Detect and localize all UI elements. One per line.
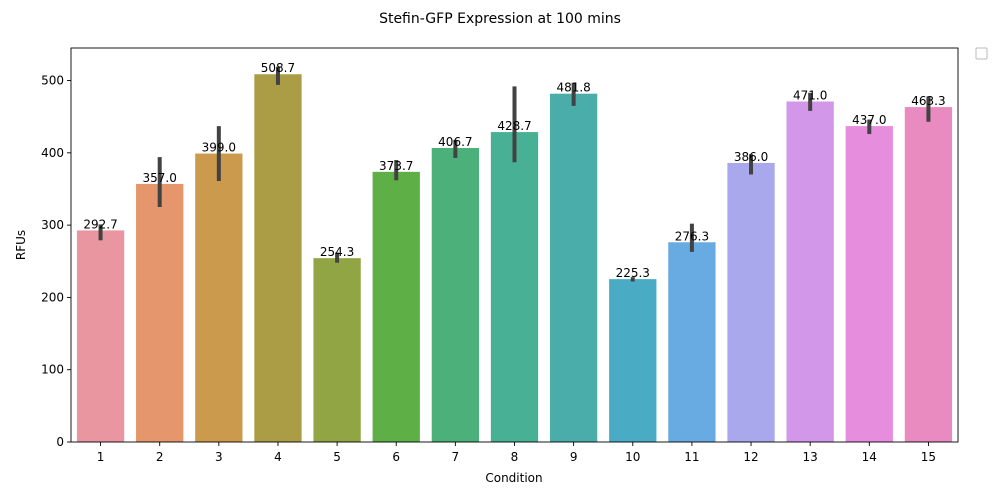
bar — [195, 153, 243, 442]
bar-value-label: 292.7 — [83, 217, 117, 231]
bar — [786, 101, 834, 442]
plot-area: 0 100 200 300 400 500 292.7 1 357.0 2 399.0 3 508.7 4… — [41, 61, 953, 464]
bar-value-label: 386.0 — [734, 150, 768, 164]
bar — [904, 107, 953, 443]
x-tick-label: 8 — [511, 450, 519, 464]
y-tick-label: 200 — [41, 290, 64, 304]
bar-value-label: 508.7 — [261, 61, 295, 75]
bar-value-label: 406.7 — [438, 135, 472, 149]
y-tick-label: 400 — [41, 146, 64, 160]
y-tick-label: 0 — [56, 435, 64, 449]
x-tick-label: 1 — [97, 450, 105, 464]
x-axis-label: Condition — [485, 471, 542, 485]
x-tick-label: 2 — [156, 450, 164, 464]
bar-value-label: 254.3 — [320, 245, 354, 259]
bar-value-label: 471.0 — [793, 88, 827, 102]
x-tick-label: 12 — [743, 450, 758, 464]
y-axis-label: RFUs — [14, 230, 28, 260]
x-tick-label: 7 — [452, 450, 460, 464]
y-tick-label: 500 — [41, 74, 64, 88]
x-tick-label: 10 — [625, 450, 640, 464]
bar-value-label: 481.8 — [556, 81, 590, 95]
x-tick-label: 15 — [921, 450, 936, 464]
bar-value-label: 357.0 — [143, 171, 177, 185]
bar-value-label: 399.0 — [202, 141, 236, 155]
x-tick-label: 6 — [392, 450, 400, 464]
bar-value-label: 225.3 — [616, 266, 650, 280]
x-tick-label: 4 — [274, 450, 282, 464]
axes-frame — [70, 47, 959, 443]
bar — [549, 93, 598, 442]
x-tick-label: 13 — [803, 450, 818, 464]
bar — [254, 74, 302, 443]
bar — [313, 258, 361, 442]
bar-value-label: 373.7 — [379, 159, 413, 173]
x-tick-label: 14 — [862, 450, 877, 464]
bar — [431, 147, 480, 442]
legend-box — [975, 47, 988, 60]
bar-value-label: 428.7 — [497, 119, 531, 133]
bar — [372, 171, 420, 442]
x-tick-label: 5 — [333, 450, 341, 464]
y-tick-label: 100 — [41, 363, 64, 377]
chart-title: Stefin-GFP Expression at 100 mins — [379, 11, 621, 27]
bar — [845, 126, 893, 443]
x-tick-label: 9 — [570, 450, 578, 464]
bar-value-label: 463.3 — [911, 94, 945, 108]
bar — [727, 162, 775, 443]
bar — [668, 242, 716, 442]
bar — [136, 183, 184, 442]
bar — [490, 132, 539, 442]
bar — [609, 279, 657, 442]
bar — [76, 230, 125, 442]
y-tick-label: 300 — [41, 218, 64, 232]
bar-value-label: 276.3 — [675, 229, 709, 243]
x-tick-label: 3 — [215, 450, 223, 464]
x-tick-label: 11 — [684, 450, 699, 464]
bar-value-label: 437.0 — [852, 113, 886, 127]
